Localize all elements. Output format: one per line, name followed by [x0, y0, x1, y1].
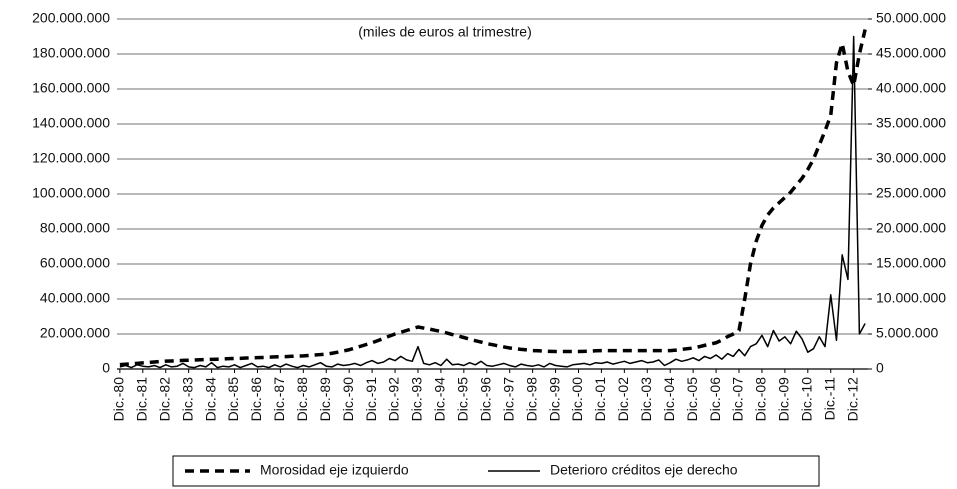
y2-tick-label: 30.000.000 [876, 150, 946, 166]
x-tick-label: Dic.-02 [615, 377, 631, 422]
y2-tick-label: 20.000.000 [876, 220, 946, 236]
x-tick-label: Dic.-81 [134, 377, 150, 422]
y2-tick-label: 5.000.000 [876, 325, 938, 341]
x-tick-label: Dic.-86 [248, 377, 264, 422]
x-tick-label: Dic.-89 [317, 377, 333, 422]
series-line [119, 35, 866, 369]
y-tick-label: 180.000.000 [32, 45, 110, 61]
x-tick-label: Dic.-07 [730, 377, 746, 422]
x-tick-label: Dic.-92 [386, 377, 402, 422]
x-tick-label: Dic.-96 [477, 377, 493, 422]
x-tick-label: Dic.-93 [409, 377, 425, 422]
y2-tick-label: 45.000.000 [876, 45, 946, 61]
x-tick-label: Dic.-94 [432, 377, 448, 422]
x-tick-label: Dic.-00 [569, 377, 585, 422]
x-tick-label: Dic.-08 [753, 377, 769, 422]
x-tick-label: Dic.-90 [340, 377, 356, 422]
y-tick-label: 200.000.000 [32, 10, 110, 26]
y-tick-label: 60.000.000 [40, 255, 110, 271]
chart-title: (miles de euros al trimestre) [358, 24, 532, 40]
y-tick-label: 80.000.000 [40, 220, 110, 236]
x-tick-label: Dic.-04 [661, 377, 677, 422]
x-tick-label: Dic.-11 [821, 377, 837, 421]
y2-tick-label: 35.000.000 [876, 115, 946, 131]
y-tick-label: 160.000.000 [32, 80, 110, 96]
y-tick-label: 20.000.000 [40, 325, 110, 341]
x-tick-label: Dic.-03 [638, 377, 654, 422]
x-tick-label: Dic.-95 [455, 377, 471, 422]
x-tick-label: Dic.-84 [202, 377, 218, 422]
x-tick-label: Dic.-01 [592, 377, 608, 422]
y2-tick-label: 40.000.000 [876, 80, 946, 96]
x-tick-label: Dic.-87 [271, 377, 287, 422]
y-tick-label: 120.000.000 [32, 150, 110, 166]
y2-tick-label: 25.000.000 [876, 185, 946, 201]
x-tick-label: Dic.-91 [363, 377, 379, 422]
x-tick-label: Dic.-98 [523, 377, 539, 422]
y2-tick-label: 0 [876, 360, 884, 376]
legend-label: Morosidad eje izquierdo [260, 462, 409, 478]
x-tick-label: Dic.-82 [156, 377, 172, 422]
x-tick-label: Dic.-97 [500, 377, 516, 422]
x-tick-label: Dic.-05 [684, 377, 700, 422]
y-tick-label: 0 [102, 360, 110, 376]
y-tick-label: 100.000.000 [32, 185, 110, 201]
x-tick-label: Dic.-80 [111, 377, 127, 422]
y2-tick-label: 50.000.000 [876, 10, 946, 26]
x-tick-label: Dic.-88 [294, 377, 310, 422]
y-tick-label: 40.000.000 [40, 290, 110, 306]
series-line [119, 29, 867, 367]
x-tick-label: Dic.-12 [844, 377, 860, 422]
y2-tick-label: 15.000.000 [876, 255, 946, 271]
legend-label: Deterioro créditos eje derecho [550, 462, 738, 478]
x-tick-label: Dic.-06 [707, 377, 723, 422]
x-tick-label: Dic.-09 [776, 377, 792, 422]
y-tick-label: 140.000.000 [32, 115, 110, 131]
x-tick-label: Dic.-83 [179, 377, 195, 422]
x-tick-label: Dic.-10 [799, 377, 815, 422]
x-tick-label: Dic.-99 [546, 377, 562, 422]
y2-tick-label: 10.000.000 [876, 290, 946, 306]
x-tick-label: Dic.-85 [225, 377, 241, 422]
